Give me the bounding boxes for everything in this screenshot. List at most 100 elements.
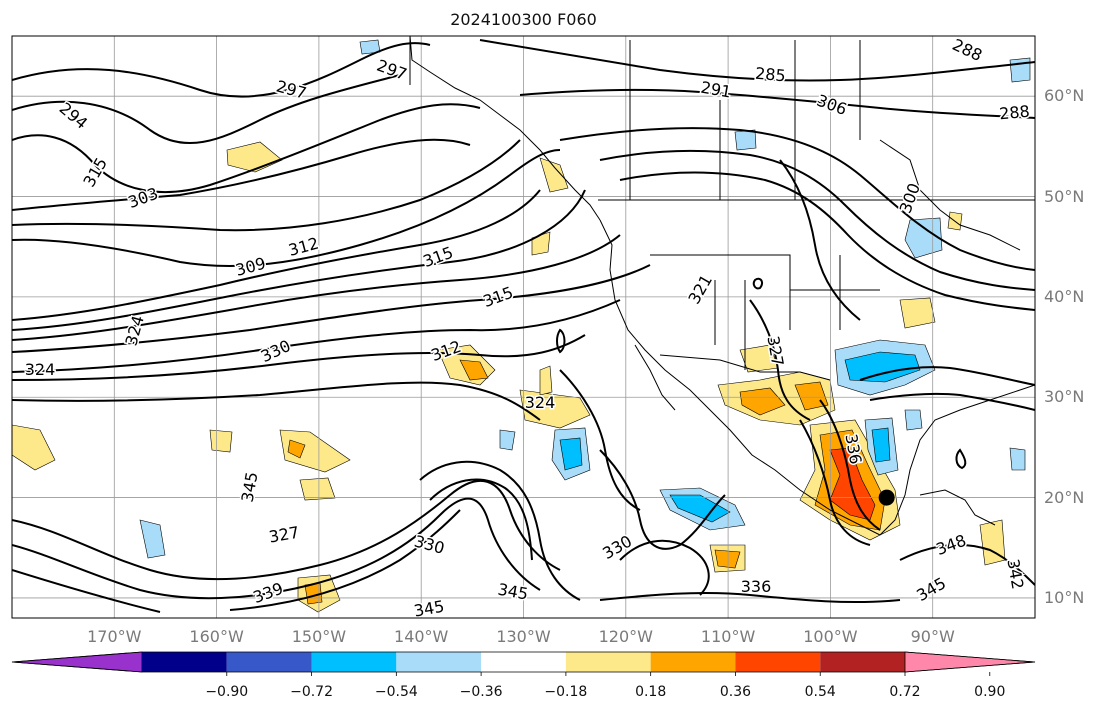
contour <box>12 334 586 381</box>
coastline-yucatan <box>919 489 996 526</box>
shade-red <box>829 447 876 521</box>
contour <box>599 591 901 604</box>
lat-tick-label: 40°N <box>1044 286 1085 306</box>
colorbar-tick-label: −0.36 <box>459 684 503 700</box>
coastline-alaska <box>409 36 601 221</box>
contour <box>799 419 871 546</box>
location-marker <box>878 489 895 506</box>
shade-blue <box>559 437 583 471</box>
lon-tick-label: 130°W <box>496 627 551 646</box>
lon-tick-label: 110°W <box>700 627 756 646</box>
lon-tick-label: 150°W <box>291 627 347 646</box>
contour <box>749 299 811 421</box>
colorbar-segment <box>481 652 566 672</box>
contour <box>12 42 431 98</box>
lat-tick-label: 60°N <box>1044 86 1085 106</box>
colorbar-outline <box>11 651 1036 673</box>
contour-label: 324 <box>525 393 556 412</box>
shade-orange <box>794 381 829 411</box>
map-frame <box>11 35 1036 619</box>
shade-lightblue <box>734 129 757 151</box>
contour <box>12 381 541 421</box>
lat-tick-label: 50°N <box>1044 186 1085 206</box>
contour-label: 324 <box>25 360 56 379</box>
colorbar-segment <box>311 652 397 672</box>
colorbar-tick-label: 0.54 <box>804 684 836 700</box>
contour <box>599 449 726 550</box>
chart-title: 2024100300 F060 <box>450 10 597 29</box>
colorbar-segment <box>396 652 482 672</box>
contour <box>12 234 621 341</box>
contour <box>599 149 1035 291</box>
coastline-gulf <box>879 384 1035 536</box>
contour <box>12 138 471 211</box>
contour-label: 336 <box>741 577 772 596</box>
colorbar-segment <box>650 652 736 672</box>
colorbar-tick-label: −0.72 <box>290 684 333 700</box>
contour <box>619 539 710 596</box>
lat-tick-label: 20°N <box>1044 487 1085 507</box>
border-states <box>650 254 880 370</box>
contour <box>12 189 541 321</box>
contour <box>12 74 401 144</box>
shade-lightblue <box>139 519 166 559</box>
shade-orange <box>714 549 741 569</box>
contour <box>12 299 621 373</box>
shade-blue <box>669 494 731 523</box>
border-us-mexico <box>659 354 831 381</box>
shade-lightblue <box>904 409 923 431</box>
colorbar-tick-label: −0.18 <box>544 684 588 700</box>
colorbar-segment <box>226 652 312 672</box>
shade-lightblue <box>1009 57 1031 83</box>
shade-lightblue <box>499 429 516 451</box>
shade-blue <box>871 427 891 463</box>
contour <box>12 264 651 353</box>
contour <box>12 139 521 232</box>
contour <box>12 149 561 267</box>
colorbar-tick-label: 0.72 <box>889 684 921 700</box>
contour <box>12 479 561 581</box>
coastlines <box>409 36 1035 536</box>
coastline-baja <box>634 344 676 411</box>
contour <box>419 460 581 601</box>
shade-orange <box>287 439 306 459</box>
lon-tick-label: 170°W <box>87 627 142 646</box>
colorbar-tick-label: 0.18 <box>635 684 667 700</box>
contour <box>955 448 967 470</box>
shade-yellow <box>539 365 553 396</box>
contour <box>479 39 1035 82</box>
lon-tick-label: 140°W <box>394 627 449 646</box>
contour <box>899 543 1035 586</box>
contour <box>12 103 481 194</box>
contour-lines <box>12 39 1035 613</box>
shade-yellow <box>279 429 351 473</box>
shade-yellow <box>209 429 233 453</box>
shade-lightblue <box>1009 447 1026 471</box>
lon-tick-label: 90°W <box>910 627 955 646</box>
lon-tick-label: 160°W <box>189 627 244 646</box>
colorbar-tick-label: 0.90 <box>974 684 1006 700</box>
coastline-hudson <box>879 139 1021 251</box>
colorbar-tick-label: 0.36 <box>719 684 752 700</box>
shade-yellow <box>12 424 56 471</box>
contour <box>556 328 566 354</box>
contour <box>12 509 461 613</box>
contour <box>429 478 533 561</box>
colorbar-extend-low <box>11 651 143 673</box>
colorbar-tick-label: −0.54 <box>374 684 418 700</box>
lat-tick-label: 10°N <box>1044 587 1085 607</box>
colorbar-extend-high <box>904 651 1036 673</box>
contour <box>12 497 541 600</box>
contour <box>869 392 1035 411</box>
contour-label: 288 <box>998 102 1030 124</box>
colorbar-segment <box>735 652 821 672</box>
contour <box>819 399 881 531</box>
contour <box>859 366 1035 386</box>
shade-blue <box>844 351 921 383</box>
contour <box>559 127 1035 271</box>
contour <box>619 171 1035 311</box>
contour <box>12 189 586 331</box>
colorbar-tick-label: −0.90 <box>205 684 249 700</box>
contour <box>779 159 861 321</box>
